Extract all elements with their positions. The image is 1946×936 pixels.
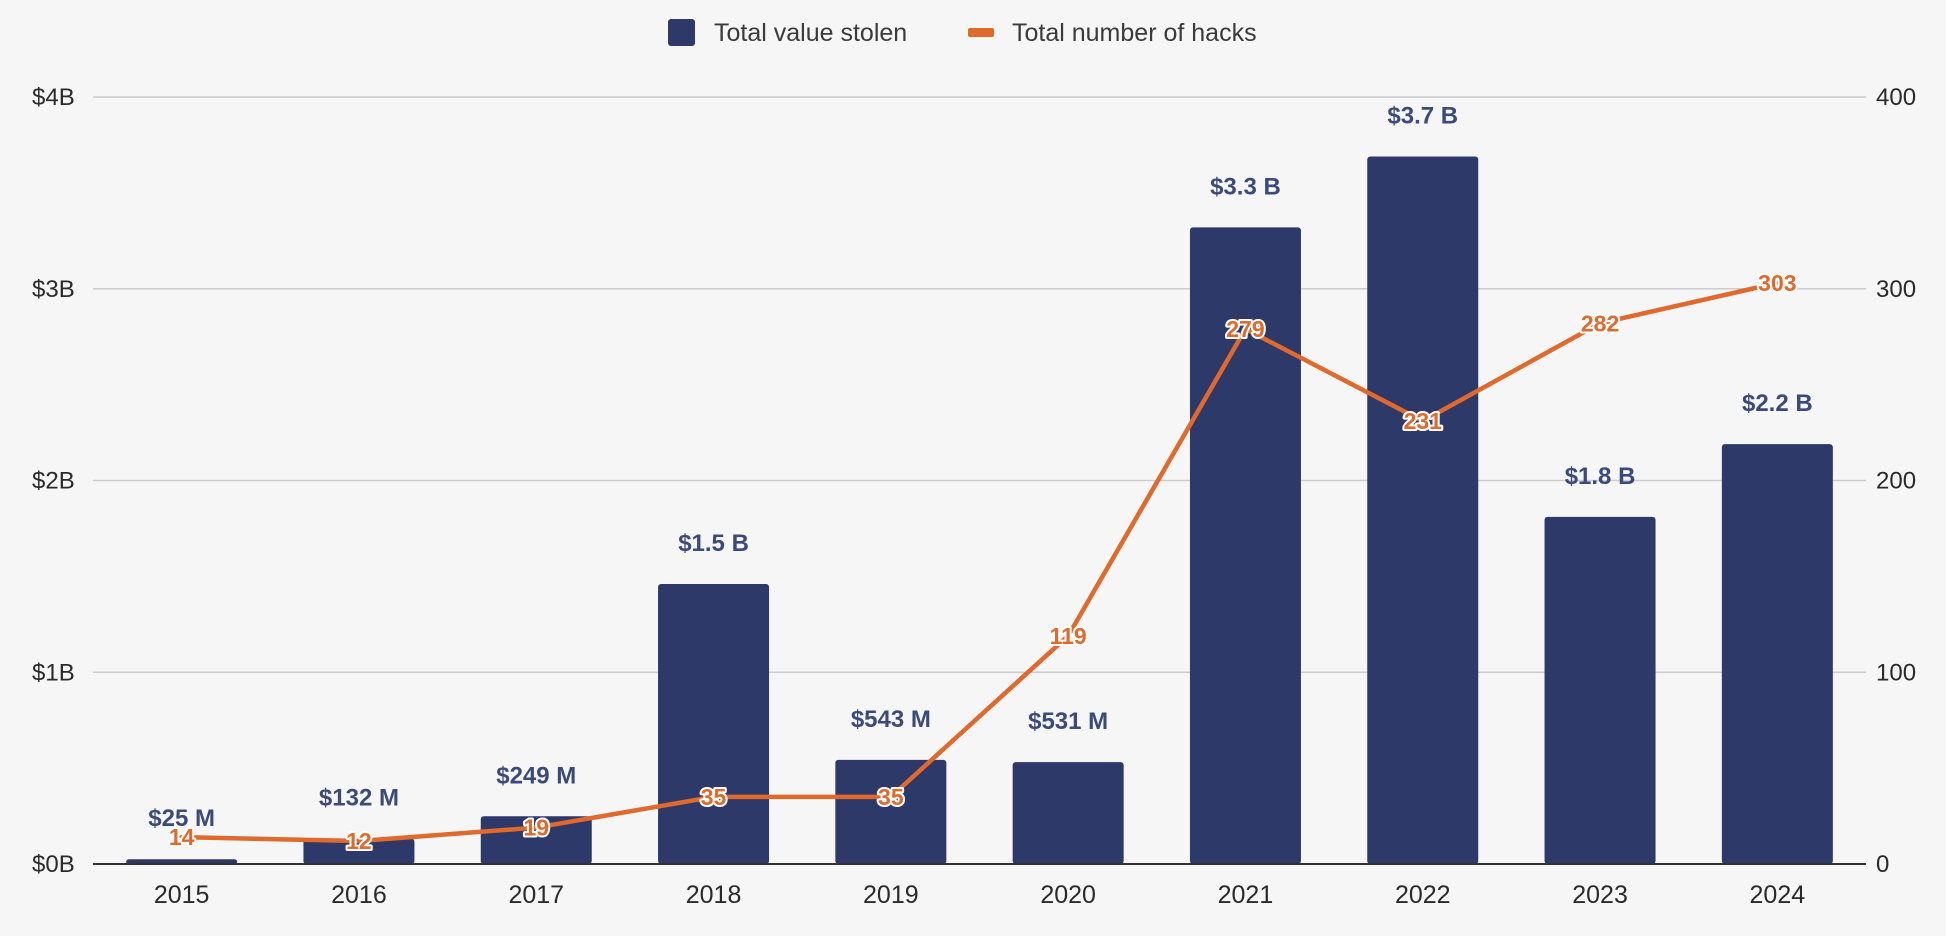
line-data-label: 231 bbox=[1404, 408, 1443, 434]
bar-data-label: $531 M bbox=[1028, 708, 1108, 735]
line-data-label: 303 bbox=[1758, 270, 1796, 296]
bar bbox=[835, 759, 947, 864]
bar-data-label: $249 M bbox=[496, 762, 576, 789]
bar bbox=[1012, 762, 1124, 864]
bar-data-label: $1.5 B bbox=[678, 530, 749, 557]
x-tick-label: 2019 bbox=[863, 881, 919, 909]
x-tick-label: 2024 bbox=[1750, 881, 1806, 909]
y-right-tick-label: 200 bbox=[1876, 468, 1916, 495]
line-data-label: 119 bbox=[1050, 623, 1087, 649]
legend-label-value-stolen: Total value stolen bbox=[714, 19, 907, 47]
y-left-tick-label: $4B bbox=[32, 84, 75, 111]
bar-data-labels: $25 M $132 M $249 M $1.5 B $543 M $531 M $3.3 … bbox=[148, 102, 1812, 832]
bar-data-label: $1.8 B bbox=[1565, 463, 1636, 490]
line-data-label: 12 bbox=[346, 828, 372, 854]
x-tick-label: 2022 bbox=[1395, 881, 1451, 909]
bar bbox=[303, 838, 415, 864]
legend-square-swatch-icon bbox=[668, 19, 695, 46]
bar bbox=[1721, 444, 1833, 864]
bar bbox=[658, 584, 770, 864]
bar bbox=[1189, 227, 1301, 864]
right-axis: 0 100 200 300 400 bbox=[1876, 84, 1916, 878]
bar-data-label: $25 M bbox=[148, 805, 215, 832]
bar-data-label: $3.3 B bbox=[1210, 173, 1281, 200]
line-data-label: 14 bbox=[169, 824, 195, 850]
y-right-tick-label: 400 bbox=[1876, 84, 1916, 111]
line-data-label: 282 bbox=[1581, 310, 1619, 336]
x-tick-label: 2018 bbox=[686, 881, 742, 909]
bar-series bbox=[126, 156, 1833, 864]
x-tick-label: 2016 bbox=[331, 881, 387, 909]
y-left-tick-label: $2B bbox=[32, 468, 75, 495]
line-series bbox=[179, 280, 1780, 844]
x-tick-label: 2015 bbox=[154, 881, 210, 909]
line-data-label: 35 bbox=[701, 784, 727, 810]
line-data-label: 35 bbox=[878, 784, 904, 810]
left-axis: $0B $1B $2B $3B $4B bbox=[32, 84, 75, 878]
x-tick-label: 2017 bbox=[508, 881, 564, 909]
line-data-label: 279 bbox=[1226, 316, 1264, 342]
bar-data-label: $132 M bbox=[319, 785, 399, 812]
y-left-tick-label: $3B bbox=[32, 276, 75, 303]
legend: Total value stolen Total number of hacks bbox=[668, 19, 1257, 47]
x-tick-label: 2021 bbox=[1218, 881, 1274, 909]
x-axis: 2015 2016 2017 2018 2019 2020 2021 2022 2023 2024 bbox=[93, 863, 1866, 909]
bar bbox=[1544, 516, 1656, 864]
y-right-tick-label: 100 bbox=[1876, 659, 1916, 686]
line-data-label: 19 bbox=[523, 815, 549, 841]
x-tick-label: 2020 bbox=[1040, 881, 1096, 909]
y-right-tick-label: 0 bbox=[1876, 851, 1889, 878]
x-tick-label: 2023 bbox=[1572, 881, 1628, 909]
bar-data-label: $543 M bbox=[851, 706, 931, 733]
y-left-tick-label: $0B bbox=[32, 851, 75, 878]
line-data-labels: 14 12 19 35 35 119 279 231 282 303 bbox=[167, 268, 1799, 856]
legend-line-swatch-icon bbox=[968, 28, 994, 37]
series-line bbox=[179, 280, 1780, 844]
bar bbox=[126, 859, 238, 864]
y-right-tick-label: 300 bbox=[1876, 276, 1916, 303]
bar-data-label: $2.2 B bbox=[1742, 390, 1813, 417]
bar-data-label: $3.7 B bbox=[1387, 102, 1458, 129]
bar bbox=[1367, 156, 1479, 864]
legend-label-number-of-hacks: Total number of hacks bbox=[1012, 19, 1257, 47]
y-left-tick-label: $1B bbox=[32, 659, 75, 686]
